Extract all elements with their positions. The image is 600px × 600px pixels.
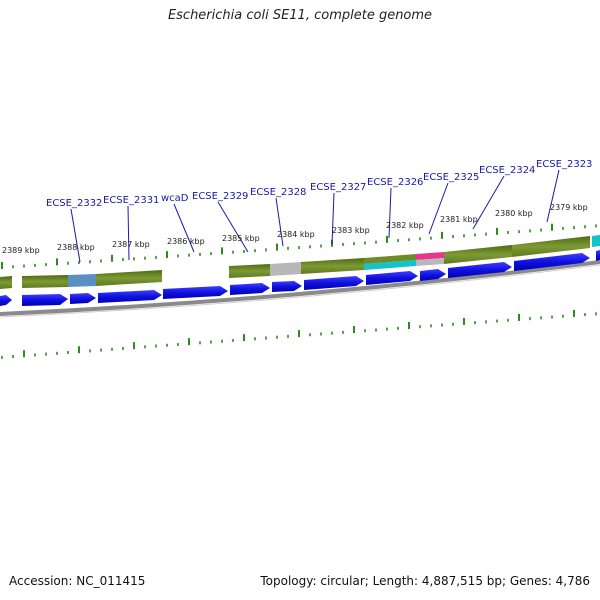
cog-segment	[0, 276, 12, 289]
cds-arrow	[304, 276, 364, 290]
cds-arrow	[163, 286, 228, 299]
inner-tick-marks	[1, 309, 597, 359]
accession-text: Accession: NC_011415	[9, 574, 146, 588]
cds-arrow	[230, 283, 270, 295]
kbp-tick-label: 2381 kbp	[440, 215, 478, 224]
cog-category-band	[0, 235, 600, 289]
cds-arrow	[272, 281, 302, 292]
gene-label-leader	[217, 201, 249, 253]
cds-arrow	[0, 295, 12, 306]
cog-segment	[364, 254, 416, 264]
gene-label: ECSE_2326	[367, 177, 423, 188]
cog-segment	[592, 235, 600, 247]
gene-label: ECSE_2331	[103, 195, 159, 206]
gene-label-leader	[388, 187, 392, 239]
gene-label: ECSE_2324	[479, 165, 535, 176]
cds-arrow	[596, 250, 600, 261]
gene-label: ECSE_2329	[192, 191, 248, 202]
gene-label: wcaD	[161, 193, 189, 204]
kbp-tick-label: 2388 kbp	[57, 243, 95, 252]
gene-labels: ECSE_2332 ECSE_2331 wcaD ECSE_2329 ECSE_…	[46, 159, 592, 209]
cog-segment	[364, 260, 416, 270]
kbp-tick-label: 2389 kbp	[2, 246, 40, 255]
kbp-tick-label: 2387 kbp	[112, 240, 150, 249]
kbp-tick-label: 2382 kbp	[386, 221, 424, 230]
topology-text: Topology: circular; Length: 4,887,515 bp…	[260, 574, 590, 588]
cds-arrow	[448, 262, 512, 278]
cds-arrow	[420, 269, 446, 281]
kbp-tick-label: 2384 kbp	[277, 230, 315, 239]
cog-segment	[229, 264, 270, 278]
cog-segment	[512, 236, 590, 257]
kbp-scale-labels: 2389 kbp 2388 kbp 2387 kbp 2386 kbp 2385…	[2, 203, 588, 255]
cds-arrow	[22, 294, 68, 306]
gene-label-leaders	[70, 169, 560, 263]
gene-label: ECSE_2323	[536, 159, 592, 170]
cog-segment	[270, 262, 301, 276]
genome-backbone-shadow	[0, 264, 600, 318]
cds-arrows	[0, 250, 600, 306]
gene-label-leader	[275, 197, 284, 247]
cog-segment	[416, 252, 444, 260]
cds-arrow	[366, 271, 418, 285]
kbp-tick-label: 2380 kbp	[495, 209, 533, 218]
genome-backbone	[0, 260, 600, 316]
cds-arrow	[98, 290, 162, 303]
kbp-tick-label: 2385 kbp	[222, 234, 260, 243]
cog-segment	[301, 258, 364, 274]
cog-segment	[68, 274, 96, 287]
gene-label: ECSE_2328	[250, 187, 306, 198]
gene-label-leader	[331, 192, 335, 245]
cds-arrow	[70, 293, 96, 304]
gene-label: ECSE_2327	[310, 182, 366, 193]
gene-label-leader	[428, 182, 449, 235]
gene-label-leader	[70, 208, 81, 263]
cds-arrow	[514, 253, 590, 271]
cog-segment	[416, 258, 444, 266]
gene-label-leader	[173, 203, 195, 253]
kbp-tick-label: 2386 kbp	[167, 237, 205, 246]
cog-segment	[96, 270, 162, 286]
cog-segment	[22, 275, 68, 288]
cog-segment	[444, 245, 512, 264]
gene-label-leader	[127, 205, 130, 261]
gene-label: ECSE_2332	[46, 198, 102, 209]
map-title: Escherichia coli SE11, complete genome	[167, 8, 433, 23]
kbp-tick-label: 2383 kbp	[332, 226, 370, 235]
gene-label-leader	[472, 175, 505, 230]
gene-label-leader	[546, 169, 560, 223]
kbp-tick-label: 2379 kbp	[550, 203, 588, 212]
gene-label: ECSE_2325	[423, 172, 479, 183]
